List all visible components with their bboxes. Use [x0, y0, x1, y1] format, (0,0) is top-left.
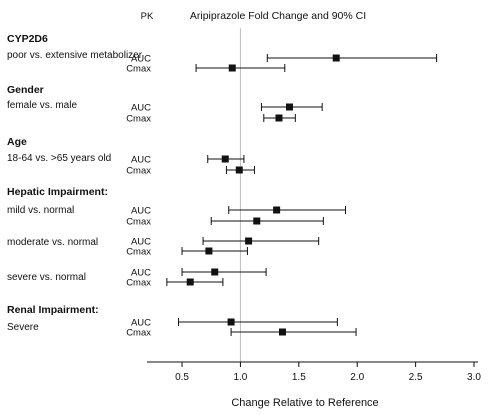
pk-label: AUC [131, 237, 151, 248]
group-title: CYP2D6 [7, 33, 48, 45]
point-estimate [275, 114, 283, 122]
x-axis-label: Change Relative to Reference [231, 397, 378, 409]
x-axis: 0.5 1.0 1.5 2.0 2.5 3.0 [147, 361, 481, 383]
point-estimate [253, 217, 261, 225]
point-estimate [245, 237, 253, 245]
point-estimate [235, 166, 243, 174]
point-estimate [278, 328, 286, 336]
point-estimate [186, 278, 194, 286]
x-tick-label: 2.0 [350, 372, 364, 383]
point-estimate [285, 103, 293, 111]
x-tick-label: 2.5 [409, 372, 423, 383]
pk-label: Cmax [126, 166, 151, 177]
group-title: Hepatic Impairment: [7, 186, 108, 198]
comparison-label: Severe [7, 322, 39, 333]
pk-label: AUC [131, 155, 151, 166]
pk-label: AUC [131, 54, 151, 65]
point-estimate [221, 155, 229, 163]
point-estimate [228, 64, 236, 72]
group-title: Gender [7, 84, 44, 96]
group-title: Age [7, 136, 27, 148]
pk-column-header: PK [141, 11, 154, 22]
point-estimate [211, 268, 219, 276]
point-estimate [205, 247, 213, 255]
comparison-label: poor vs. extensive metabolizer [7, 50, 143, 61]
comparison-label: moderate vs. normal [7, 237, 98, 248]
group-title: Renal Impairment: [7, 304, 99, 316]
x-tick-label: 0.5 [175, 372, 189, 383]
point-estimate [273, 206, 281, 214]
pk-label: Cmax [126, 64, 151, 75]
pk-label: Cmax [126, 328, 151, 339]
x-tick-label: 1.0 [233, 372, 247, 383]
pk-label: AUC [131, 268, 151, 279]
pk-label: AUC [131, 318, 151, 329]
x-tick-label: 3.0 [467, 372, 481, 383]
pk-label: Cmax [126, 217, 151, 228]
chart-title: Aripiprazole Fold Change and 90% CI [190, 10, 366, 22]
comparison-label: 18-64 vs. >65 years old [7, 153, 111, 164]
point-estimate [227, 318, 235, 326]
point-estimate [332, 54, 340, 62]
pk-label: Cmax [126, 278, 151, 289]
x-tick-label: 1.5 [292, 372, 306, 383]
pk-label: AUC [131, 206, 151, 217]
pk-label: Cmax [126, 247, 151, 258]
pk-label: AUC [131, 103, 151, 114]
comparison-label: female vs. male [7, 100, 77, 111]
comparison-label: severe vs. normal [7, 272, 86, 283]
comparison-label: mild vs. normal [7, 205, 74, 216]
pk-label: Cmax [126, 114, 151, 125]
